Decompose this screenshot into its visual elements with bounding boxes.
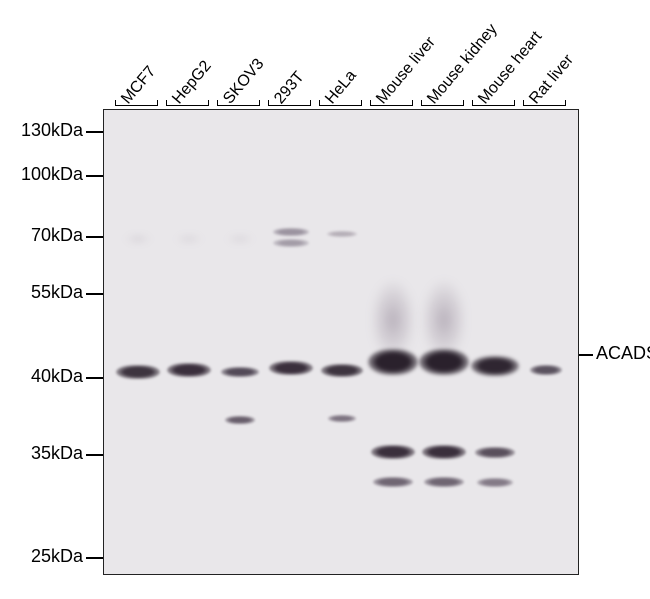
target-tick [579, 354, 593, 356]
blot-band [273, 228, 309, 236]
mw-label: 40kDa [0, 366, 83, 387]
blot-band [116, 365, 160, 379]
blot-band [321, 364, 363, 377]
blot-band [373, 477, 413, 487]
mw-tick [86, 175, 103, 177]
blot-smear [176, 236, 202, 242]
mw-tick [86, 454, 103, 456]
blot-band [273, 239, 309, 247]
blot-band [167, 363, 211, 377]
mw-label: 35kDa [0, 443, 83, 464]
mw-label: 25kDa [0, 546, 83, 567]
mw-tick [86, 293, 103, 295]
blot-band [327, 231, 357, 237]
blot-smear [227, 236, 253, 242]
mw-tick [86, 236, 103, 238]
blot-band [530, 365, 562, 375]
blot-smear [125, 236, 151, 242]
mw-label: 100kDa [0, 164, 83, 185]
blot-membrane [103, 109, 579, 575]
western-blot-figure: MCF7HepG2SKOV3293THeLaMouse liverMouse k… [0, 0, 650, 599]
blot-band [368, 349, 418, 375]
blot-band [328, 415, 356, 422]
blot-band [419, 349, 469, 375]
blot-band [371, 445, 415, 459]
mw-label: 55kDa [0, 282, 83, 303]
target-label: ACADS [596, 343, 650, 364]
blot-smear [422, 280, 466, 360]
blot-band [422, 445, 466, 459]
mw-label: 70kDa [0, 225, 83, 246]
blot-smear [371, 280, 415, 360]
blot-band [424, 477, 464, 487]
mw-tick [86, 557, 103, 559]
mw-tick [86, 131, 103, 133]
blot-band [221, 367, 259, 377]
blot-band [269, 361, 313, 375]
blot-band [475, 447, 515, 458]
blot-band [471, 356, 519, 376]
mw-label: 130kDa [0, 120, 83, 141]
blot-band [477, 478, 513, 487]
mw-tick [86, 377, 103, 379]
blot-band [225, 416, 255, 424]
